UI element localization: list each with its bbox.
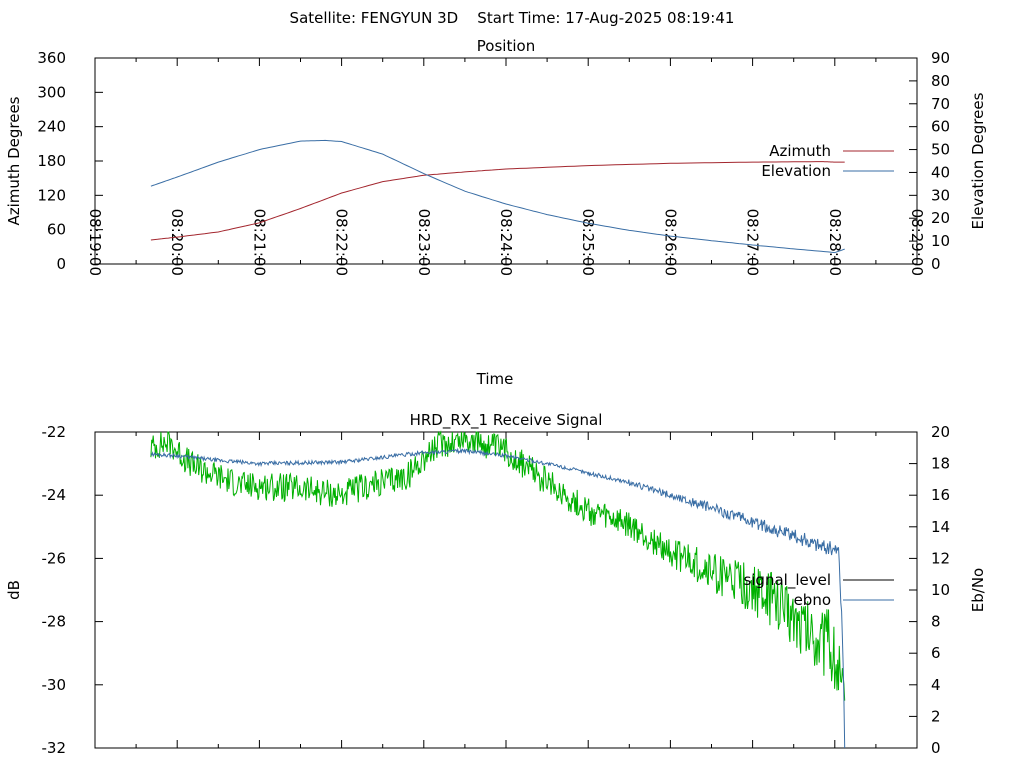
y-tick-label: -26 — [42, 549, 67, 567]
y2-tick-label: 50 — [931, 141, 950, 159]
legend-label: ebno — [794, 591, 831, 609]
y2-tick-label: 6 — [931, 644, 941, 662]
y2-tick-label: 20 — [931, 423, 950, 441]
y-tick-label: -32 — [42, 739, 67, 757]
y2-axis-label: Eb/No — [969, 568, 987, 612]
y-tick-label: 360 — [37, 49, 66, 67]
legend-label: Azimuth — [769, 142, 831, 160]
x-tick-label: 08:27:00 — [744, 209, 762, 276]
series-line-ebno — [150, 447, 846, 749]
y2-tick-label: 40 — [931, 163, 950, 181]
y2-tick-label: 0 — [931, 255, 941, 273]
y2-tick-label: 18 — [931, 455, 950, 473]
y2-tick-label: 80 — [931, 72, 950, 90]
y-tick-label: 180 — [37, 152, 66, 170]
chart-title: Position — [477, 37, 535, 55]
chart-title: HRD_RX_1 Receive Signal — [410, 411, 603, 430]
y2-tick-label: 70 — [931, 95, 950, 113]
y2-axis-label: Elevation Degrees — [969, 92, 987, 229]
receive-signal-chart: HRD_RX_1 Receive Signal -32 -30 -28 -26 -24 -2… — [5, 411, 987, 757]
legend-label: signal_level — [743, 571, 831, 590]
y2-tick-label: 20 — [931, 209, 950, 227]
y-tick-label: 0 — [56, 255, 66, 273]
x-tick-label: 08:28:00 — [826, 209, 844, 276]
x-tick-label: 08:19:00 — [86, 209, 104, 276]
y2-tick-label: 16 — [931, 486, 950, 504]
x-axis-label: Time — [476, 370, 514, 388]
y-tick-label: 120 — [37, 186, 66, 204]
y2-tick-label: 10 — [931, 232, 950, 250]
y2-tick-label: 0 — [931, 739, 941, 757]
y2-tick-label: 90 — [931, 49, 950, 67]
y-tick-label: 60 — [47, 221, 66, 239]
x-tick-label: 08:21:00 — [250, 209, 268, 276]
x-tick-label: 08:29:00 — [908, 209, 926, 276]
position-chart: Position 0 60 120 180 240 300 360 0 10 20 30 40 50 60 7… — [5, 37, 987, 388]
y2-tick-label: 14 — [931, 518, 950, 536]
y-tick-label: -28 — [42, 613, 67, 631]
x-tick-label: 08:26:00 — [661, 209, 679, 276]
y2-tick-label: 4 — [931, 676, 941, 694]
series-line-azimuth — [150, 161, 845, 241]
y2-tick-label: 8 — [931, 613, 941, 631]
figure-header: Satellite: FENGYUN 3D Start Time: 17-Aug… — [290, 9, 735, 27]
y-tick-label: 300 — [37, 83, 66, 101]
y2-tick-label: 12 — [931, 549, 950, 567]
x-tick-label: 08:25:00 — [579, 209, 597, 276]
x-tick-label: 08:23:00 — [415, 209, 433, 276]
x-tick-label: 08:20:00 — [168, 209, 186, 276]
y2-tick-label: 60 — [931, 118, 950, 136]
y2-tick-label: 10 — [931, 581, 950, 599]
x-tick-label: 08:22:00 — [333, 209, 351, 276]
y-axis-label: Azimuth Degrees — [5, 96, 23, 225]
y-tick-label: -22 — [42, 423, 67, 441]
y-tick-label: -24 — [42, 486, 67, 504]
y2-tick-label: 2 — [931, 707, 941, 725]
series-line-signal-level — [150, 430, 846, 701]
series-line-elevation — [150, 139, 845, 254]
y-tick-label: 240 — [37, 118, 66, 136]
legend-label: Elevation — [761, 162, 831, 180]
y-tick-label: -30 — [42, 676, 67, 694]
y-axis-label: dB — [5, 580, 23, 600]
x-tick-label: 08:24:00 — [497, 209, 515, 276]
y2-tick-label: 30 — [931, 186, 950, 204]
